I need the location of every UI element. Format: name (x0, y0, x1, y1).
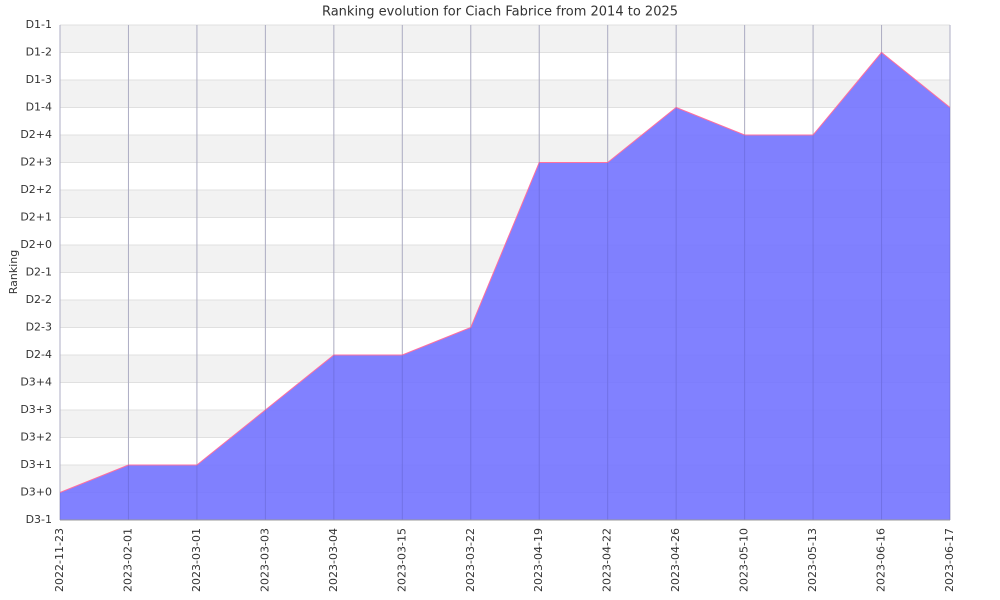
y-tick-label: D2+1 (20, 211, 52, 224)
chart-title: Ranking evolution for Ciach Fabrice from… (322, 5, 678, 20)
x-tick-label: 2023-03-01 (190, 528, 203, 592)
x-tick-label: 2023-06-16 (875, 528, 888, 592)
x-tick-label: 2023-03-04 (327, 528, 340, 592)
x-tick-label: 2023-04-26 (669, 528, 682, 592)
x-tick-label: 2023-04-22 (601, 528, 614, 592)
y-tick-label: D3+1 (20, 458, 52, 471)
x-tick-label: 2023-03-15 (395, 528, 408, 592)
y-tick-label: D3+0 (20, 486, 52, 499)
y-tick-label: D2+2 (20, 183, 52, 196)
x-tick-label: 2023-03-22 (464, 528, 477, 592)
y-tick-label: D2-1 (26, 266, 52, 279)
y-axis-label: Ranking (7, 250, 20, 295)
y-tick-label: D3+4 (20, 376, 52, 389)
x-tick-label: 2023-06-17 (943, 528, 956, 592)
grid-band (60, 80, 950, 108)
y-tick-label: D2+3 (20, 156, 52, 169)
y-tick-label: D3+2 (20, 431, 52, 444)
x-tick-label: 2023-05-10 (738, 528, 751, 592)
y-tick-label: D3+3 (20, 403, 52, 416)
line (59, 51, 951, 493)
x-tick-label: 2023-04-19 (532, 528, 545, 592)
x-tick-label: 2023-03-03 (258, 528, 271, 592)
y-tick-label: D1-1 (26, 18, 52, 31)
y-tick-label: D2-3 (26, 321, 52, 334)
y-tick-label: D3-1 (26, 513, 52, 526)
grid-band (60, 107, 950, 135)
x-tick-label: 2023-02-01 (121, 528, 134, 592)
y-tick-label: D1-2 (26, 46, 52, 59)
y-tick-label: D2-4 (26, 348, 52, 361)
y-tick-label: D1-4 (26, 101, 52, 114)
y-tick-label: D2+4 (20, 128, 52, 141)
area (60, 52, 950, 520)
y-tick-label: D1-3 (26, 73, 52, 86)
x-tick-label: 2023-05-13 (806, 528, 819, 592)
x-tick-label: 2022-11-23 (53, 528, 66, 592)
y-tick-label: D2-2 (26, 293, 52, 306)
y-tick-label: D2+0 (20, 238, 52, 251)
grid-band (60, 52, 950, 80)
grid-band (60, 25, 950, 53)
